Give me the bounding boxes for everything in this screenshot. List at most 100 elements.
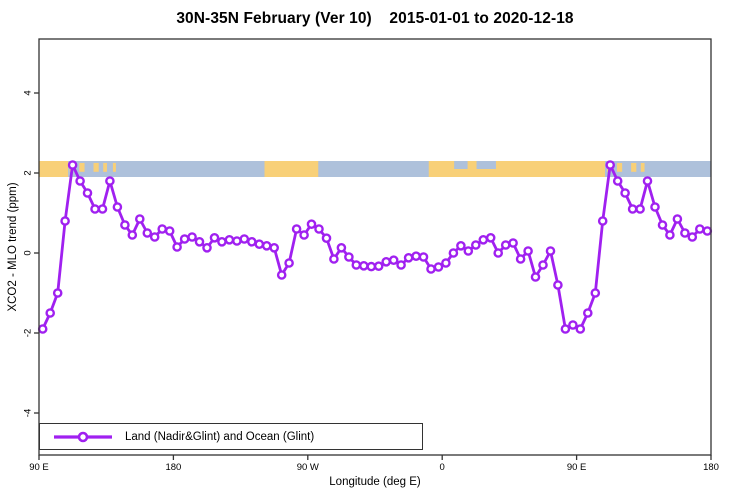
- data-point: [568, 320, 578, 330]
- x-tick-label: 180: [165, 462, 181, 473]
- legend-label: Land (Nadir&Glint) and Ocean (Glint): [125, 430, 315, 443]
- island-patch: [93, 163, 99, 172]
- y-tick-label: 4: [23, 90, 34, 95]
- data-point: [299, 230, 309, 240]
- data-point: [329, 254, 339, 264]
- x-tick-label: 90 E: [29, 462, 49, 473]
- legend: Land (Nadir&Glint) and Ocean (Glint): [39, 423, 423, 450]
- land-segment: [39, 161, 69, 177]
- data-point: [261, 240, 272, 251]
- data-point: [680, 228, 690, 238]
- data-point: [344, 252, 354, 262]
- data-point: [127, 230, 138, 240]
- x-tick-label: 90 E: [567, 462, 587, 473]
- x-axis-label: Longitude (deg E): [329, 476, 421, 488]
- plot-frame: [38, 38, 712, 456]
- data-point: [112, 202, 123, 212]
- data-point: [45, 308, 56, 318]
- data-point: [60, 216, 70, 226]
- data-point: [373, 261, 384, 272]
- sea-notch: [476, 161, 496, 169]
- data-point: [418, 252, 429, 262]
- data-point: [590, 288, 601, 298]
- data-point: [605, 160, 616, 170]
- land-segment: [264, 161, 319, 177]
- data-point: [672, 214, 683, 224]
- data-point: [232, 236, 242, 246]
- data-point: [97, 204, 108, 214]
- data-point: [67, 160, 78, 170]
- data-point: [149, 232, 160, 242]
- data-point: [306, 219, 317, 229]
- island-patch: [112, 163, 116, 172]
- data-point: [291, 224, 302, 234]
- data-point: [620, 188, 630, 198]
- data-point: [157, 224, 167, 234]
- data-point: [52, 288, 63, 298]
- data-point: [500, 240, 511, 250]
- data-point: [478, 234, 489, 245]
- data-point: [612, 176, 623, 186]
- data-point: [134, 214, 145, 224]
- data-point: [396, 260, 406, 270]
- data-point: [687, 232, 698, 242]
- land-segment: [428, 161, 605, 177]
- island-patch: [79, 163, 85, 172]
- data-point: [695, 224, 705, 234]
- data-point: [665, 230, 675, 240]
- data-point: [470, 240, 481, 250]
- data-point: [187, 232, 197, 242]
- data-point: [463, 246, 474, 256]
- data-point: [336, 242, 347, 253]
- y-tick-label: 2: [23, 170, 34, 175]
- data-point: [388, 255, 399, 266]
- sea-notch: [454, 161, 468, 169]
- data-point: [515, 254, 526, 264]
- data-point: [90, 204, 100, 214]
- data-point: [164, 226, 175, 236]
- data-point: [635, 204, 645, 214]
- data-point: [120, 220, 130, 230]
- data-point: [82, 188, 93, 198]
- data-point: [209, 232, 220, 243]
- data-point: [179, 234, 190, 244]
- series-line: [41, 163, 709, 331]
- island-patch: [616, 163, 623, 172]
- chart-title: 30N-35N February (Ver 10) 2015-01-01 to …: [176, 10, 574, 27]
- data-point: [530, 272, 541, 282]
- y-tick-label: 0: [23, 250, 34, 255]
- y-tick-label: -4: [23, 409, 34, 417]
- data-point: [239, 234, 250, 244]
- data-point: [403, 252, 414, 263]
- data-point: [269, 242, 280, 253]
- data-point: [224, 234, 235, 245]
- data-point: [433, 262, 444, 272]
- x-tick-label: 0: [440, 462, 445, 473]
- data-point: [366, 261, 377, 272]
- x-tick-label: 180: [703, 462, 719, 473]
- data-point: [575, 324, 586, 334]
- data-point: [553, 280, 563, 290]
- data-point: [254, 239, 265, 249]
- data-point: [426, 264, 436, 274]
- data-point: [75, 176, 85, 186]
- data-point: [381, 256, 392, 267]
- data-point: [351, 260, 362, 270]
- data-point: [142, 228, 153, 238]
- data-point: [456, 240, 466, 251]
- legend-line-marker-icon: [54, 431, 112, 442]
- data-point: [657, 220, 668, 230]
- data-point: [314, 224, 324, 234]
- island-patch: [631, 163, 637, 172]
- data-point: [702, 226, 713, 236]
- data-point: [523, 246, 533, 256]
- data-point: [217, 236, 227, 247]
- data-point: [508, 238, 518, 248]
- data-point: [284, 258, 294, 268]
- data-point: [194, 236, 205, 247]
- data-point: [321, 233, 332, 243]
- data-point: [448, 248, 459, 258]
- data-point: [202, 242, 212, 253]
- data-point: [642, 176, 653, 186]
